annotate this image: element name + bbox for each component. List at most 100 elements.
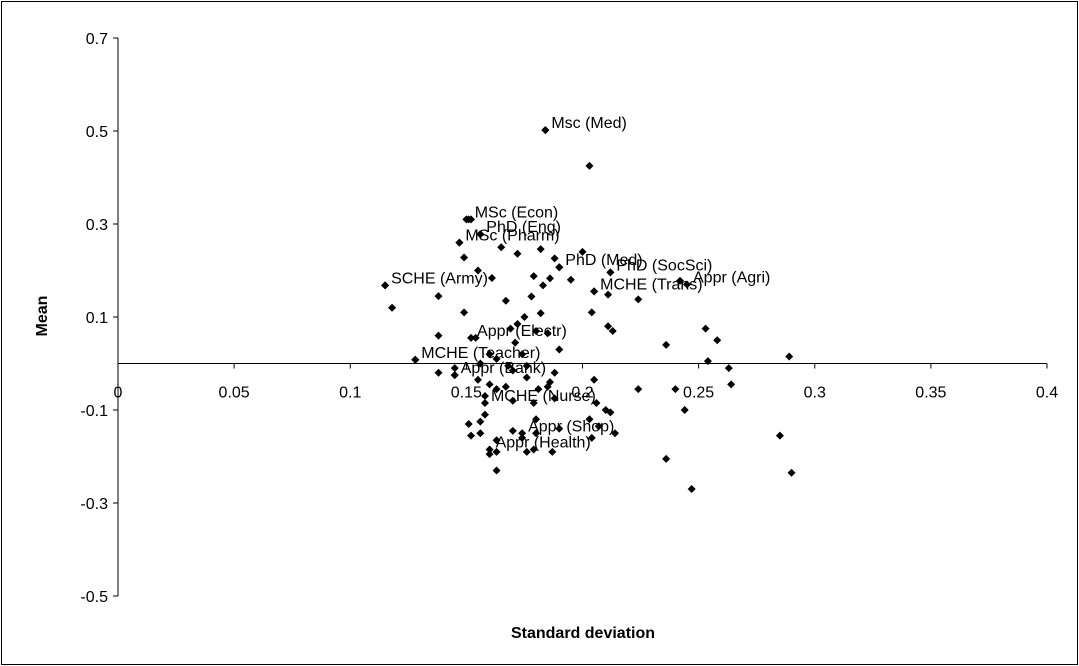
data-point bbox=[548, 447, 557, 456]
data-point bbox=[604, 322, 613, 331]
x-tick-labels: 0 0.05 0.1 0.15 0.2 0.25 0.3 0.35 0.4 bbox=[114, 385, 1059, 402]
data-point bbox=[480, 410, 489, 419]
y-tick-label: 0.7 bbox=[86, 31, 108, 48]
point-label: MCHE (Nurse) bbox=[491, 388, 596, 405]
data-point bbox=[485, 450, 494, 459]
data-point bbox=[536, 245, 545, 254]
data-point bbox=[550, 254, 559, 263]
data-point bbox=[555, 345, 564, 354]
data-points bbox=[381, 126, 796, 494]
data-point bbox=[555, 424, 564, 433]
data-point bbox=[532, 326, 541, 335]
data-point bbox=[476, 429, 485, 438]
y-tick-label: -0.5 bbox=[80, 589, 108, 606]
point-label: PhD (SocSci) bbox=[616, 257, 712, 274]
data-point bbox=[504, 361, 513, 370]
data-point bbox=[460, 253, 469, 262]
data-point bbox=[518, 350, 527, 359]
data-point bbox=[485, 350, 494, 359]
labeled-point bbox=[518, 429, 527, 438]
data-point bbox=[703, 357, 712, 366]
y-tick-label: 0.3 bbox=[86, 217, 108, 234]
data-point bbox=[785, 352, 794, 361]
data-point bbox=[480, 392, 489, 401]
labeled-point bbox=[381, 281, 390, 290]
x-tick-label: 0.3 bbox=[804, 385, 826, 402]
labeled-point bbox=[450, 371, 459, 380]
labeled-point bbox=[606, 268, 615, 277]
data-point bbox=[476, 359, 485, 368]
data-point bbox=[606, 408, 615, 417]
data-point bbox=[450, 364, 459, 373]
data-point bbox=[506, 324, 515, 333]
data-point bbox=[536, 309, 545, 318]
data-point bbox=[662, 340, 671, 349]
data-point bbox=[529, 445, 538, 454]
data-point bbox=[471, 333, 480, 342]
data-point bbox=[476, 417, 485, 426]
point-label: Msc (Med) bbox=[551, 115, 627, 132]
data-point bbox=[508, 366, 517, 375]
labeled-point bbox=[467, 333, 476, 342]
data-point bbox=[492, 385, 501, 394]
data-point bbox=[539, 281, 548, 290]
data-point bbox=[587, 433, 596, 442]
data-point bbox=[590, 375, 599, 384]
data-point bbox=[460, 308, 469, 317]
data-point bbox=[497, 243, 506, 252]
data-point bbox=[543, 382, 552, 391]
data-point bbox=[775, 431, 784, 440]
data-point bbox=[467, 431, 476, 440]
data-point bbox=[492, 354, 501, 363]
y-axis-title: Mean bbox=[34, 296, 51, 337]
data-point bbox=[687, 485, 696, 494]
data-point bbox=[513, 249, 522, 258]
labeled-point bbox=[683, 280, 692, 289]
data-point bbox=[529, 399, 538, 408]
data-point bbox=[527, 292, 536, 301]
x-tick-label: 0.15 bbox=[451, 385, 482, 402]
point-label: Appr (Shop) bbox=[528, 418, 614, 435]
data-point bbox=[724, 364, 733, 373]
data-point bbox=[492, 466, 501, 475]
data-point bbox=[550, 394, 559, 403]
data-point bbox=[680, 406, 689, 414]
data-point bbox=[485, 380, 494, 389]
point-label: MCHE (Trans) bbox=[600, 276, 703, 293]
data-point bbox=[534, 385, 543, 394]
data-point bbox=[473, 266, 482, 275]
data-point bbox=[508, 396, 517, 405]
x-tick-label: 0.4 bbox=[1036, 385, 1058, 402]
data-point bbox=[662, 454, 671, 463]
data-point bbox=[511, 338, 520, 347]
point-label: Appr (Electr) bbox=[477, 323, 567, 340]
x-tick-label: 0.05 bbox=[219, 385, 250, 402]
point-label: SCHE (Army) bbox=[391, 270, 488, 287]
data-point bbox=[518, 433, 527, 442]
data-point bbox=[434, 368, 443, 377]
axes bbox=[113, 37, 1048, 597]
y-tick-label: -0.1 bbox=[80, 403, 108, 420]
data-point bbox=[585, 415, 594, 424]
data-point bbox=[604, 290, 613, 299]
point-labels: Msc (Med) MSc (Econ)PhD (Eng)MSc (Pharm) P… bbox=[391, 115, 770, 451]
data-point bbox=[578, 247, 587, 256]
x-axis-title: Standard deviation bbox=[511, 625, 655, 642]
point-label: PhD (Med) bbox=[565, 252, 642, 269]
labeled-point bbox=[411, 355, 420, 364]
data-point bbox=[727, 380, 736, 389]
data-point bbox=[634, 385, 643, 394]
data-point bbox=[529, 272, 538, 281]
data-point bbox=[701, 324, 710, 333]
data-point bbox=[671, 385, 680, 394]
data-point bbox=[676, 276, 685, 285]
data-point bbox=[434, 292, 443, 301]
data-point bbox=[473, 375, 482, 384]
data-point bbox=[501, 382, 510, 391]
data-point bbox=[713, 336, 722, 345]
data-point bbox=[611, 429, 620, 438]
point-label: MSc (Econ) bbox=[475, 204, 559, 221]
data-point bbox=[545, 274, 554, 283]
